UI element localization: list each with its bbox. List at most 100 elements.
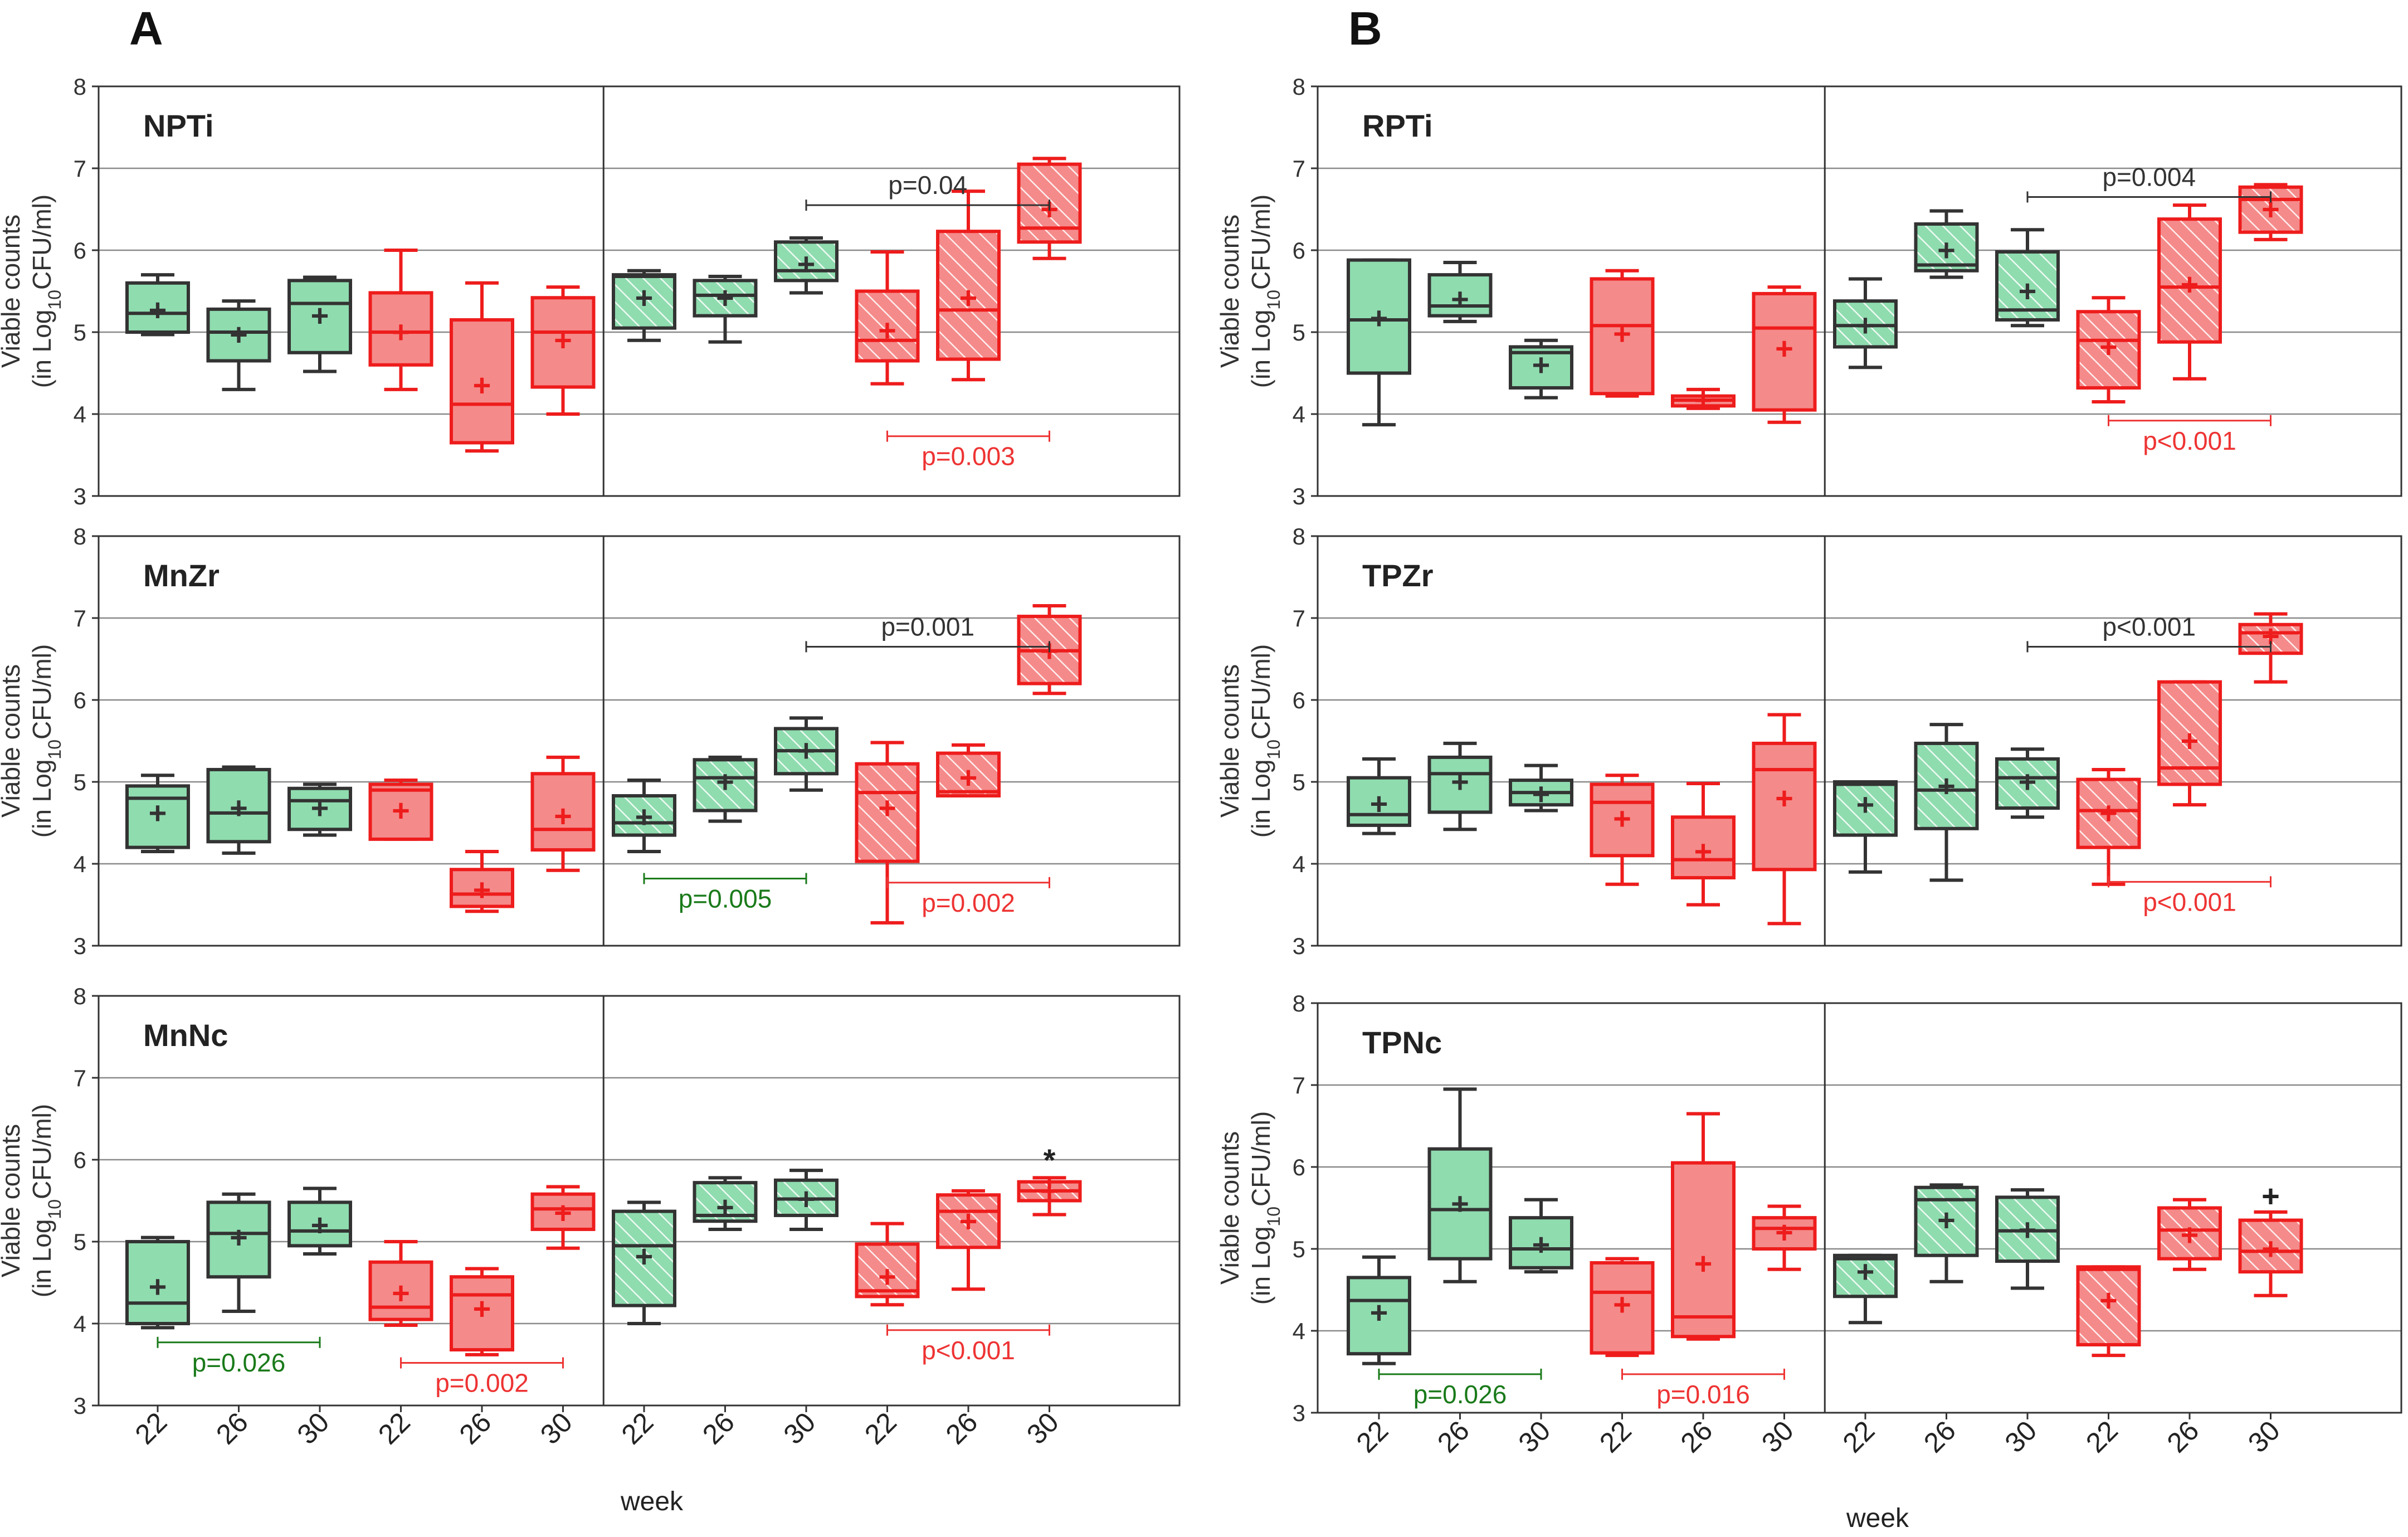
p-value-annotation: p=0.026: [157, 1336, 321, 1377]
y-tick-label: 5: [74, 769, 86, 795]
y-tick-label: 5: [1293, 769, 1305, 795]
x-tick-label: 26: [1918, 1415, 1962, 1459]
box-body: [936, 1193, 1001, 1249]
panel-tpnc: 3 4 5 6 7 8 Viable counts (in Log10CFU/ml) TPNc +…: [1215, 990, 2402, 1459]
mean-marker: +: [716, 280, 734, 315]
box-green-26: +: [206, 765, 271, 855]
y-axis-label: Viable counts(in Log10CFU/ml): [1215, 644, 1284, 838]
y-tick-label: 6: [74, 237, 86, 264]
box-green-30: +: [774, 1169, 839, 1231]
box-body: [1427, 273, 1493, 318]
mean-marker: +: [149, 795, 167, 830]
panel-mnzr: 3 4 5 6 7 8 Viable counts(in Log10CFU/ml) MnZr +…: [0, 523, 1181, 959]
y-axis-label-line1: Viable counts: [1215, 215, 1244, 368]
y-tick-label: 8: [1293, 523, 1305, 549]
box-red-22: +: [368, 249, 433, 391]
mean-marker: +: [1694, 382, 1713, 417]
box-red-26: +: [1671, 781, 1736, 907]
box-red-30: +: [1017, 1173, 1082, 1217]
x-tick-label: 30: [1756, 1415, 1800, 1459]
box-body: [287, 279, 352, 354]
box-body: [693, 758, 758, 813]
y-tick-label: 4: [1293, 851, 1305, 877]
box-green-30: +: [1995, 228, 2060, 328]
box-green-22: +: [612, 1200, 676, 1325]
mean-marker: +: [1937, 1203, 1956, 1238]
mean-marker: +: [1451, 764, 1469, 799]
box-red-26: +: [450, 281, 514, 453]
mean-marker: +: [2181, 723, 2199, 758]
mean-marker: +: [149, 292, 167, 327]
box-green-26: +: [1914, 209, 1979, 279]
x-tick-label: 30: [291, 1407, 335, 1451]
y-tick-label: 3: [1293, 933, 1305, 959]
box-body: [855, 1242, 920, 1298]
box-red-22: +: [2076, 767, 2141, 886]
y-tick-label: 5: [74, 319, 86, 346]
box-body: [1833, 1253, 1898, 1298]
mean-marker: +: [473, 368, 491, 403]
mean-marker: +: [2019, 1212, 2037, 1247]
box-body: [612, 794, 676, 837]
box-body: [125, 1240, 190, 1325]
box-green-30: +: [287, 1186, 352, 1256]
box-body: [855, 289, 920, 363]
mean-marker: +: [1613, 316, 1631, 351]
y-axis-label-line1: Viable counts: [0, 664, 25, 818]
mean-marker: +: [1451, 281, 1469, 317]
mean-marker: +: [1040, 1173, 1059, 1208]
x-tick-label: 22: [1837, 1415, 1881, 1459]
y-axis-label-line1: Viable counts: [0, 1124, 25, 1277]
box-body: [450, 868, 514, 908]
mean-marker: +: [1856, 308, 1875, 343]
box-red-26: +: [2157, 680, 2222, 807]
box-red-26: +: [2157, 203, 2222, 381]
p-value-label: p=0.002: [922, 888, 1015, 917]
box-red-22: +: [368, 779, 433, 841]
y-tick-label: 7: [1293, 605, 1305, 631]
box-body: [1833, 780, 1898, 837]
mean-marker: +: [2099, 795, 2118, 830]
p-value-annotation: p<0.001: [2108, 876, 2271, 916]
x-tick-label: 30: [1513, 1415, 1557, 1459]
box-red-22: +: [1590, 1257, 1655, 1358]
mean-marker: +: [635, 280, 654, 315]
box-body: [2238, 1218, 2303, 1274]
box-body: [1347, 1276, 1411, 1356]
y-tick-label: 6: [74, 1147, 86, 1173]
box-green-22: +: [1833, 277, 1898, 369]
box-red-22: +: [1590, 269, 1655, 398]
box-green-26: +: [1427, 261, 1493, 323]
p-value-label: p=0.016: [1656, 1380, 1750, 1409]
box-body: [936, 230, 1001, 361]
box-green-26: +: [206, 299, 271, 391]
y-tick-label: 8: [74, 523, 86, 549]
y-tick-label: 8: [74, 74, 86, 100]
box-green-22: +: [125, 1236, 190, 1330]
figure-letter-b: B: [1348, 2, 1382, 55]
y-tick-label: 7: [74, 1065, 86, 1091]
box-body: [530, 1192, 596, 1231]
mean-marker: +: [2099, 1283, 2118, 1318]
box-green-26: +: [1427, 1087, 1493, 1283]
p-value-label: p=0.001: [881, 612, 974, 641]
y-tick-label: 4: [1293, 1318, 1305, 1344]
y-tick-label: 4: [74, 401, 86, 427]
y-axis-label-line2: (in Log10CFU/ml): [27, 644, 65, 838]
mean-marker: +: [392, 792, 410, 828]
box-red-26: +: [936, 743, 1001, 797]
box-body: [368, 1260, 433, 1321]
box-body: [1914, 741, 1979, 830]
y-axis-label-line2: (in Log10CFU/ml): [1246, 1111, 1284, 1305]
y-axis-label-line2: (in Log10CFU/ml): [27, 1104, 65, 1297]
mean-marker: +: [392, 314, 410, 349]
box-body: [530, 296, 596, 389]
p-value-annotation: p<0.001: [2026, 612, 2271, 653]
box-green-22: +: [1833, 1253, 1898, 1325]
mean-marker: +: [1532, 1227, 1551, 1262]
mean-marker: +: [2261, 1231, 2280, 1266]
y-tick-label: 7: [74, 605, 86, 631]
box-green-30: +: [1995, 1188, 2060, 1290]
box-body: [1509, 1216, 1573, 1270]
mean-marker: +: [149, 1269, 167, 1304]
